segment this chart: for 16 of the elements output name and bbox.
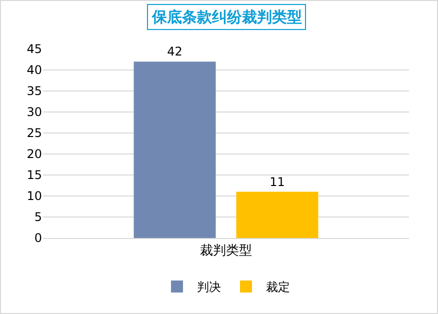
y-tick-label: 40 xyxy=(26,63,42,78)
y-tick-label: 10 xyxy=(26,189,42,204)
y-tick-label: 0 xyxy=(34,231,42,246)
x-tick-label: 裁判类型 xyxy=(200,244,252,259)
y-tick-label: 15 xyxy=(26,168,42,182)
y-tick-label: 45 xyxy=(26,42,42,56)
legend-label: 裁定 xyxy=(266,280,290,294)
data-label: 11 xyxy=(270,174,285,189)
legend-label: 判决 xyxy=(197,280,221,294)
y-tick-label: 20 xyxy=(26,147,42,162)
y-tick-label: 30 xyxy=(26,105,42,120)
y-tick-label: 35 xyxy=(26,84,42,98)
y-tick-label: 25 xyxy=(26,126,42,140)
data-label: 42 xyxy=(167,44,182,59)
y-tick-label: 5 xyxy=(34,210,42,224)
chart-title: 保底条款纠纷裁判类型 xyxy=(151,8,302,26)
